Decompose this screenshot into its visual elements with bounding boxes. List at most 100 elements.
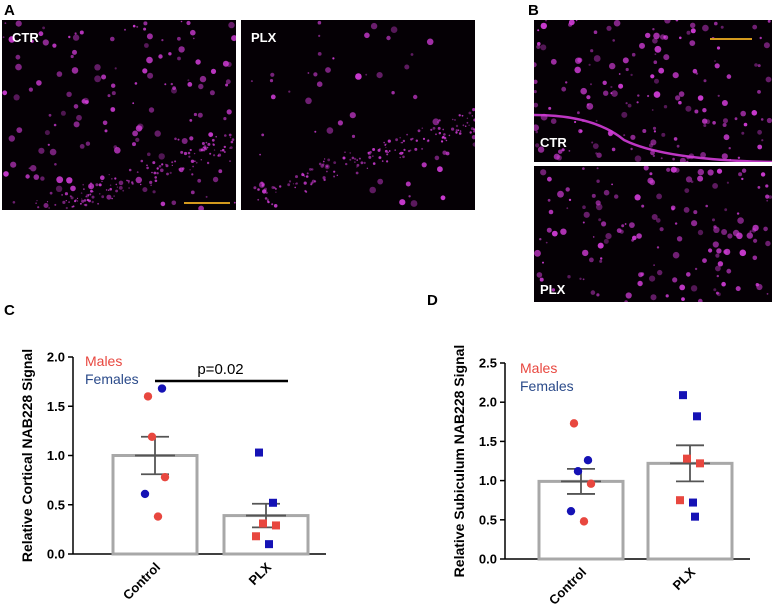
tissue-border <box>534 113 772 162</box>
x-tick-label: Control <box>546 565 589 608</box>
stain-dot <box>118 180 124 186</box>
stain-dot <box>15 54 21 60</box>
stain-dot <box>437 166 443 173</box>
fiber-dot <box>80 202 82 205</box>
fiber-dot <box>211 138 215 142</box>
fiber-dot <box>402 155 405 159</box>
fiber-dot <box>310 181 314 185</box>
stain-dot <box>135 176 142 184</box>
fiber-dot <box>204 147 208 151</box>
stain-dot <box>759 36 762 40</box>
stain-dot <box>724 208 728 212</box>
y-tick-label: 2.0 <box>479 395 497 410</box>
y-tick-label: 2.5 <box>479 356 497 371</box>
y-axis-label: Relative Subiculum NAB228 Signal <box>451 345 467 578</box>
fiber-dot <box>149 180 153 184</box>
stain-dot <box>548 106 552 110</box>
fiber-dot <box>294 186 296 189</box>
stain-dot <box>625 292 632 299</box>
stain-dot <box>713 225 717 229</box>
stain-dot <box>716 274 719 278</box>
fiber-dot <box>422 137 426 140</box>
fiber-dot <box>287 183 291 187</box>
fiber-dot <box>387 139 391 143</box>
data-point <box>272 521 280 530</box>
stain-dot <box>596 293 600 297</box>
stain-dot <box>723 118 728 124</box>
fiber-dot <box>325 165 329 168</box>
stain-dot <box>325 67 331 73</box>
stain-dot <box>413 94 418 100</box>
stain-dot <box>738 172 743 177</box>
stain-dot <box>56 176 64 184</box>
fiber-dot <box>349 158 352 161</box>
fiber-dot <box>80 192 83 194</box>
stain-dot <box>190 190 195 195</box>
stain-dot <box>369 186 376 194</box>
fiber-dot <box>295 182 298 185</box>
stain-dot <box>94 75 101 83</box>
fiber-dot <box>217 154 220 157</box>
stain-dot <box>177 36 181 41</box>
stain-dot <box>181 138 188 144</box>
fiber-dot <box>122 189 125 192</box>
fiber-dot <box>279 185 282 188</box>
stain-dot <box>654 45 662 53</box>
stain-dot <box>580 87 587 95</box>
y-axis-label: Relative Cortical NAB228 Signal <box>19 349 35 562</box>
stain-dot <box>102 120 108 126</box>
stain-dot <box>741 131 745 135</box>
fiber-dot <box>327 158 331 162</box>
stain-dot <box>270 72 275 77</box>
data-point <box>691 512 699 521</box>
fiber-dot <box>77 200 79 202</box>
fiber-dot <box>126 179 128 182</box>
stain-dot <box>582 167 585 170</box>
fiber-dot <box>193 152 196 155</box>
stain-dot <box>658 67 665 74</box>
fiber-dot <box>388 150 391 152</box>
stain-dot <box>657 269 663 276</box>
fiber-dot <box>345 162 348 166</box>
stain-dot <box>551 230 558 237</box>
stain-dot <box>114 67 117 70</box>
stain-dot <box>38 31 44 37</box>
fiber-dot <box>215 135 217 138</box>
stain-dot <box>672 251 680 259</box>
fiber-dot <box>257 198 260 201</box>
stain-dot <box>613 20 621 27</box>
stain-dot <box>751 110 758 116</box>
stain-dot <box>135 137 140 142</box>
fiber-dot <box>264 197 268 200</box>
fiber-dot <box>414 147 418 151</box>
stain-dot <box>212 176 219 183</box>
stain-dot <box>672 277 678 283</box>
stain-dot <box>600 257 603 260</box>
stain-dot <box>314 130 317 133</box>
stain-dot <box>651 109 654 111</box>
fiber-dot <box>253 186 257 190</box>
fiber-dot <box>113 195 115 197</box>
fiber-dot <box>349 152 351 154</box>
stain-dot <box>624 300 628 302</box>
stain-dot <box>577 57 583 63</box>
fiber-dot <box>230 140 234 144</box>
micrograph-label: PLX <box>251 30 277 45</box>
stain-dot <box>72 49 77 55</box>
data-point <box>255 448 263 457</box>
fiber-dot <box>91 200 94 204</box>
data-point <box>696 459 704 468</box>
stain-dot <box>630 134 636 140</box>
stain-dot <box>649 172 653 176</box>
stain-dot <box>355 73 362 80</box>
stain-dot <box>40 176 45 181</box>
stain-dot <box>66 91 72 98</box>
fiber-dot <box>205 141 208 144</box>
stain-dot <box>79 30 84 35</box>
stain-dot <box>55 185 63 192</box>
stain-dot <box>753 238 758 243</box>
stain-dot <box>716 168 723 174</box>
stain-dot <box>582 221 585 224</box>
stain-dot <box>603 90 609 96</box>
stain-dot <box>619 229 624 234</box>
